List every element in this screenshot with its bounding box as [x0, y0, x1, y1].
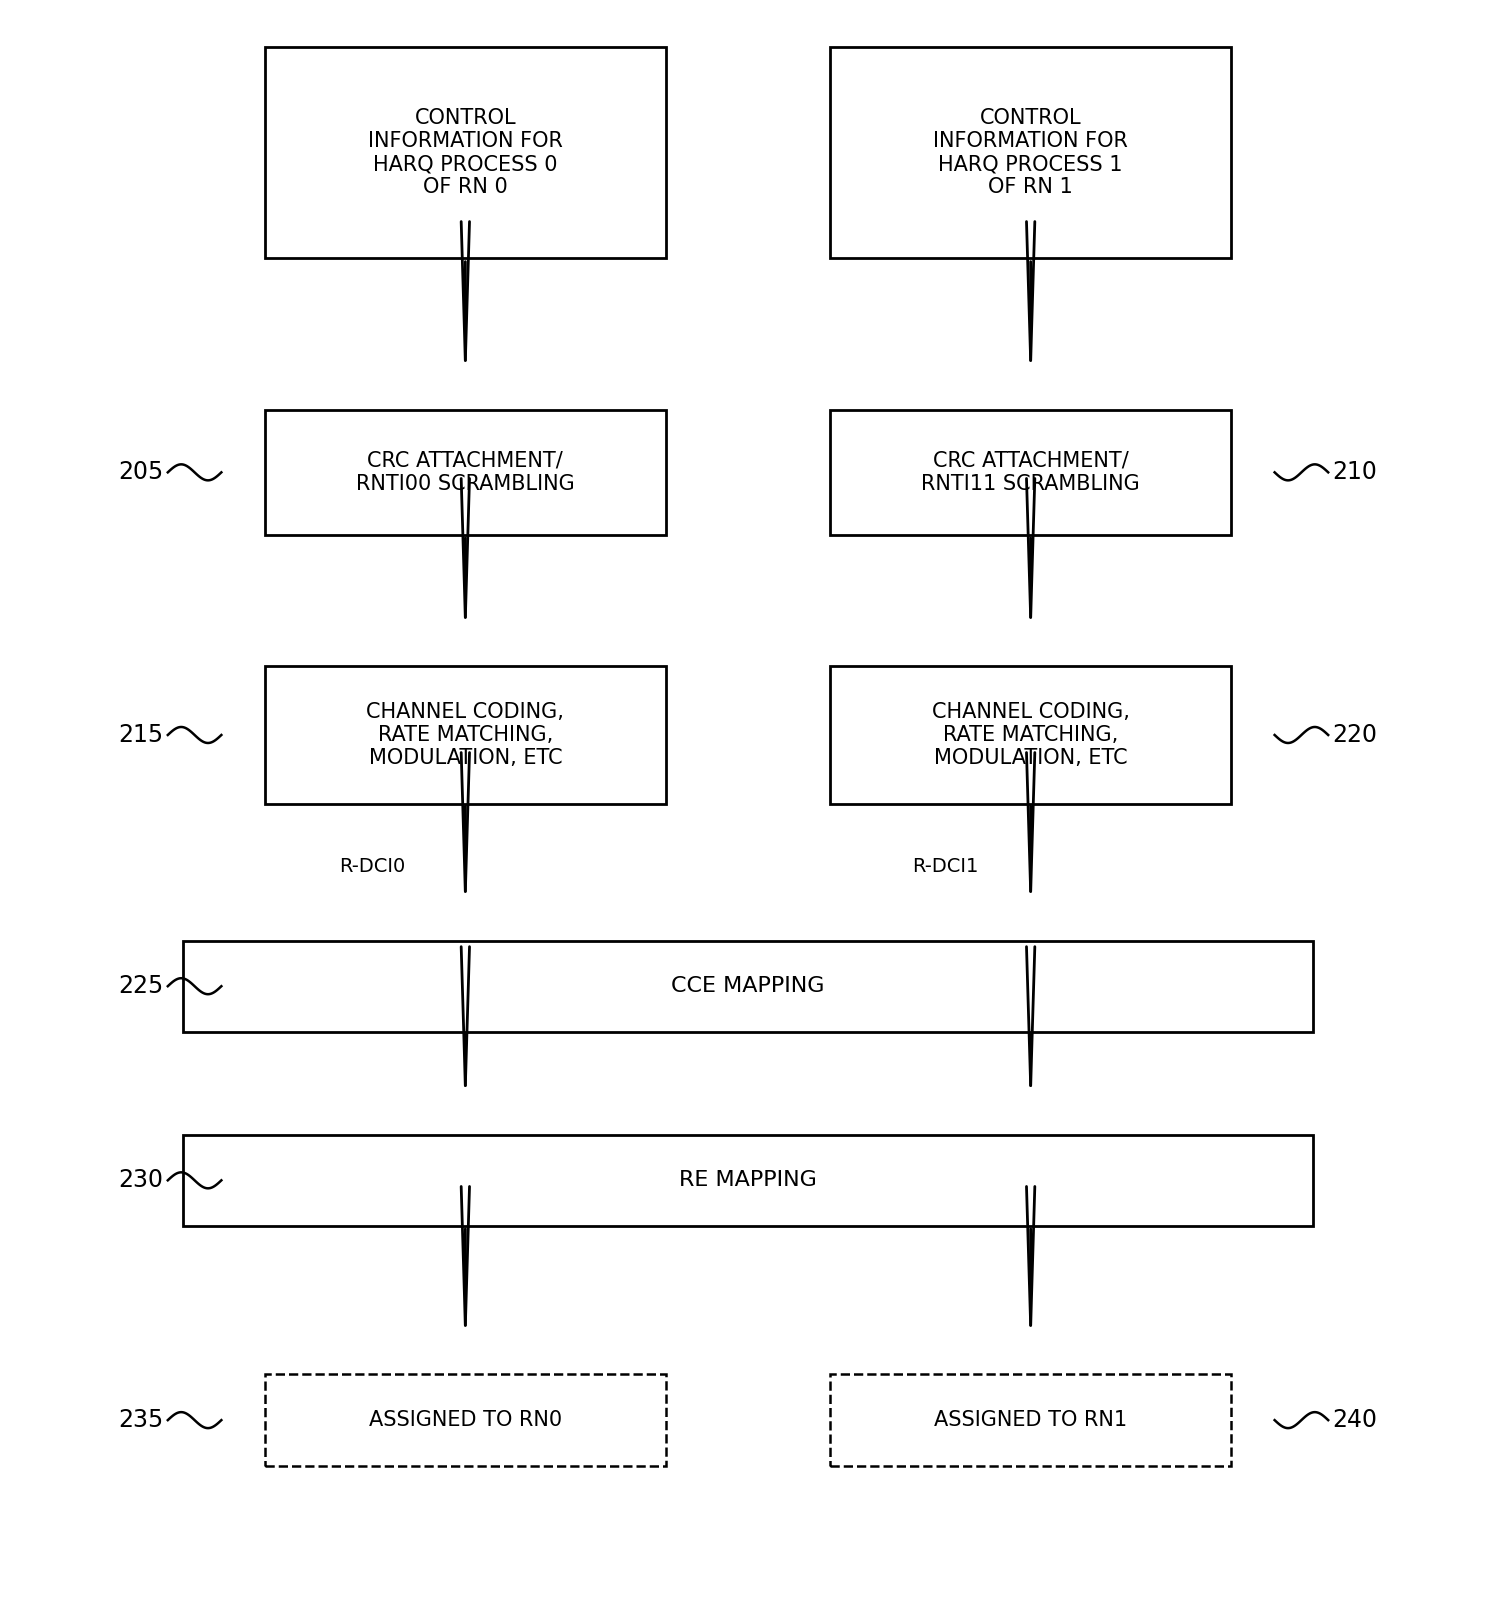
Text: CHANNEL CODING,
RATE MATCHING,
MODULATION, ETC: CHANNEL CODING, RATE MATCHING, MODULATIO…: [932, 702, 1129, 768]
Text: ASSIGNED TO RN1: ASSIGNED TO RN1: [934, 1409, 1126, 1430]
Text: 225: 225: [118, 974, 163, 998]
Text: CONTROL
INFORMATION FOR
HARQ PROCESS 0
OF RN 0: CONTROL INFORMATION FOR HARQ PROCESS 0 O…: [368, 108, 562, 198]
Text: 215: 215: [118, 723, 163, 747]
Text: 220: 220: [1333, 723, 1378, 747]
Text: 205: 205: [118, 460, 163, 484]
Text: 210: 210: [1333, 460, 1378, 484]
Text: 240: 240: [1333, 1408, 1378, 1432]
Text: 235: 235: [118, 1408, 163, 1432]
Bar: [265, 1374, 666, 1466]
Text: R-DCI0: R-DCI0: [340, 857, 405, 876]
Bar: [830, 667, 1231, 804]
Bar: [183, 1135, 1313, 1226]
Text: CRC ATTACHMENT/
RNTI00 SCRAMBLING: CRC ATTACHMENT/ RNTI00 SCRAMBLING: [356, 450, 574, 493]
Bar: [183, 940, 1313, 1032]
Bar: [265, 667, 666, 804]
Text: CONTROL
INFORMATION FOR
HARQ PROCESS 1
OF RN 1: CONTROL INFORMATION FOR HARQ PROCESS 1 O…: [934, 108, 1128, 198]
Text: R-DCI1: R-DCI1: [911, 857, 978, 876]
Bar: [830, 1374, 1231, 1466]
Text: ASSIGNED TO RN0: ASSIGNED TO RN0: [370, 1409, 562, 1430]
Text: RE MAPPING: RE MAPPING: [679, 1170, 817, 1191]
Bar: [265, 410, 666, 535]
Text: CCE MAPPING: CCE MAPPING: [672, 975, 824, 996]
Bar: [265, 47, 666, 259]
Text: 230: 230: [118, 1168, 163, 1192]
Bar: [830, 47, 1231, 259]
Bar: [830, 410, 1231, 535]
Text: CRC ATTACHMENT/
RNTI11 SCRAMBLING: CRC ATTACHMENT/ RNTI11 SCRAMBLING: [922, 450, 1140, 493]
Text: CHANNEL CODING,
RATE MATCHING,
MODULATION, ETC: CHANNEL CODING, RATE MATCHING, MODULATIO…: [367, 702, 564, 768]
